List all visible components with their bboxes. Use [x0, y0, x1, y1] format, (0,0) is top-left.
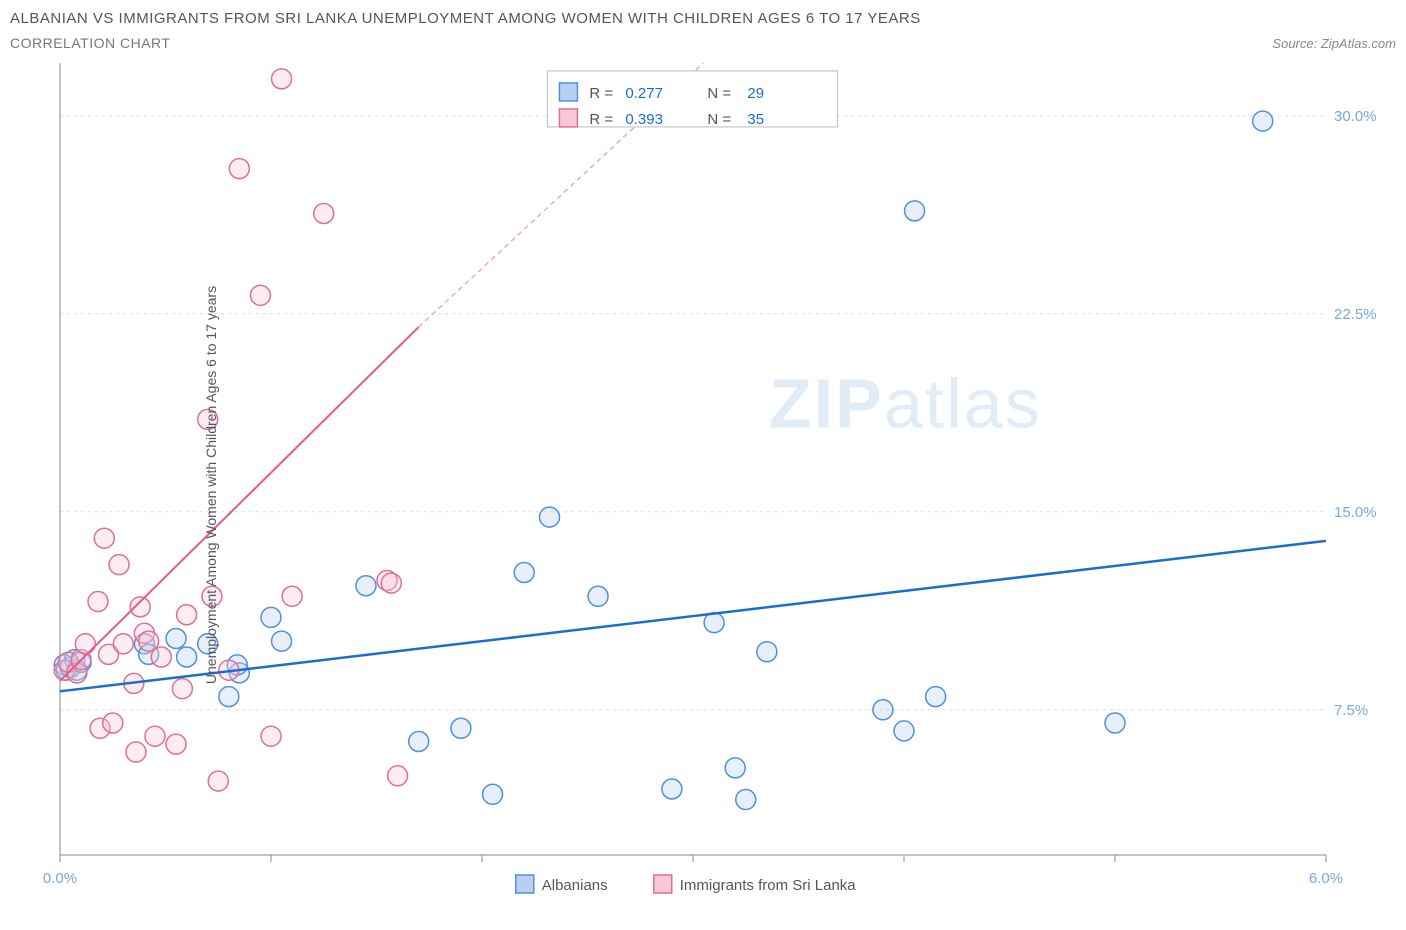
data-point: [113, 634, 133, 654]
data-point: [229, 159, 249, 179]
data-point: [103, 713, 123, 733]
data-point: [894, 721, 914, 741]
data-point: [514, 563, 534, 583]
data-point: [75, 634, 95, 654]
stats-n-label: N =: [707, 85, 731, 102]
chart-title: ALBANIAN VS IMMIGRANTS FROM SRI LANKA UN…: [10, 10, 921, 27]
legend-swatch: [654, 875, 672, 893]
data-point: [451, 718, 471, 738]
data-point: [1253, 111, 1273, 131]
data-point: [172, 679, 192, 699]
data-point: [272, 69, 292, 89]
data-point: [261, 726, 281, 746]
data-point: [145, 726, 165, 746]
stats-swatch: [559, 83, 577, 101]
data-point: [88, 592, 108, 612]
trend-line-albanians: [60, 541, 1326, 691]
stats-r-value: 0.277: [625, 85, 663, 102]
data-point: [873, 700, 893, 720]
data-point: [177, 647, 197, 667]
data-point: [926, 687, 946, 707]
data-point: [314, 203, 334, 223]
x-tick-label: 0.0%: [43, 870, 77, 887]
legend-label: Albanians: [542, 877, 608, 894]
y-tick-label: 7.5%: [1334, 702, 1368, 719]
data-point: [736, 790, 756, 810]
data-point: [662, 779, 682, 799]
data-point: [282, 586, 302, 606]
chart-area: Unemployment Among Women with Children A…: [10, 55, 1396, 915]
source-label: Source: ZipAtlas.com: [1272, 36, 1396, 51]
data-point: [130, 597, 150, 617]
data-point: [356, 576, 376, 596]
data-point: [261, 607, 281, 627]
data-point: [588, 586, 608, 606]
data-point: [905, 201, 925, 221]
data-point: [540, 507, 560, 527]
y-tick-label: 22.5%: [1334, 306, 1377, 323]
data-point: [409, 731, 429, 751]
data-point: [151, 647, 171, 667]
stats-n-value: 35: [747, 111, 764, 128]
stats-swatch: [559, 109, 577, 127]
data-point: [94, 528, 114, 548]
chart-container: ALBANIAN VS IMMIGRANTS FROM SRI LANKA UN…: [10, 10, 1396, 915]
x-tick-label: 6.0%: [1309, 870, 1343, 887]
data-point: [219, 687, 239, 707]
stats-r-value: 0.393: [625, 111, 663, 128]
chart-subtitle: CORRELATION CHART: [10, 35, 170, 51]
stats-r-label: R =: [589, 85, 613, 102]
data-point: [208, 771, 228, 791]
data-point: [381, 573, 401, 593]
watermark: ZIPatlas: [769, 364, 1042, 442]
data-point: [177, 605, 197, 625]
data-point: [272, 631, 292, 651]
data-point: [126, 742, 146, 762]
stats-n-label: N =: [707, 111, 731, 128]
title-row: ALBANIAN VS IMMIGRANTS FROM SRI LANKA UN…: [10, 10, 1396, 27]
subtitle-row: CORRELATION CHART Source: ZipAtlas.com: [10, 27, 1396, 51]
data-point: [1105, 713, 1125, 733]
data-point: [725, 758, 745, 778]
data-point: [757, 642, 777, 662]
stats-r-label: R =: [589, 111, 613, 128]
y-axis-label: Unemployment Among Women with Children A…: [203, 286, 219, 684]
data-point: [166, 734, 186, 754]
legend-label: Immigrants from Sri Lanka: [680, 877, 857, 894]
y-tick-label: 15.0%: [1334, 504, 1377, 521]
legend-swatch: [516, 875, 534, 893]
data-point: [388, 766, 408, 786]
data-point: [704, 613, 724, 633]
data-point: [166, 629, 186, 649]
data-point: [250, 285, 270, 305]
trend-line-srilanka: [60, 327, 419, 681]
y-tick-label: 30.0%: [1334, 108, 1377, 125]
stats-n-value: 29: [747, 85, 764, 102]
data-point: [483, 784, 503, 804]
data-point: [109, 555, 129, 575]
